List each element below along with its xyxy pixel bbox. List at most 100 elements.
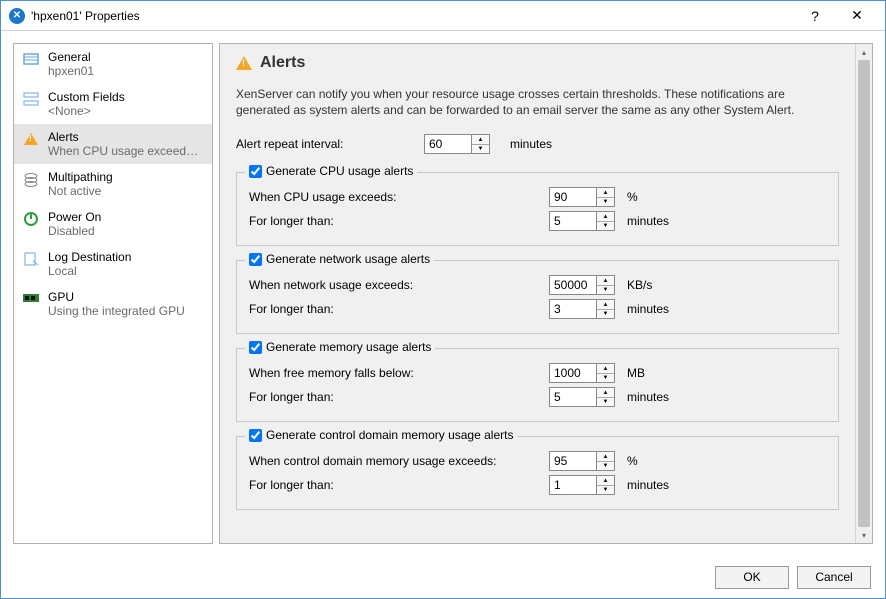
spinner-up[interactable]: ▲ [597,364,614,374]
content-header: Alerts [236,54,839,72]
scroll-down-arrow[interactable]: ▾ [856,527,872,543]
repeat-interval-row: Alert repeat interval: ▲ ▼ minutes [236,134,839,154]
alert-field-input[interactable] [550,300,596,318]
alert-field-row: When free memory falls below:▲▼MB [249,363,826,383]
alert-group-legend: Generate network usage alerts [245,252,434,266]
spinner-down[interactable]: ▼ [597,286,614,295]
alert-group-checkbox[interactable] [249,253,262,266]
spinner-down[interactable]: ▼ [597,374,614,383]
alert-field-unit: minutes [627,478,669,492]
alert-group-checkbox[interactable] [249,341,262,354]
alert-field-unit: minutes [627,302,669,316]
spinner-down[interactable]: ▼ [597,310,614,319]
spinner-down[interactable]: ▼ [597,222,614,231]
close-button[interactable]: ✕ [837,2,877,30]
alert-field-input[interactable] [550,476,596,494]
repeat-interval-spinner[interactable]: ▲ ▼ [424,134,490,154]
alert-field-input[interactable] [550,388,596,406]
sidebar-item-label: Multipathing [48,170,113,184]
cancel-button[interactable]: Cancel [797,566,871,589]
alert-field-row: For longer than:▲▼minutes [249,211,826,231]
alert-field-unit: KB/s [627,278,652,292]
alert-field-spinner[interactable]: ▲▼ [549,451,615,471]
sidebar-item-multipathing[interactable]: Multipathing Not active [14,164,212,204]
alerts-header-icon [236,56,252,70]
alert-field-input[interactable] [550,452,596,470]
scroll-thumb[interactable] [858,60,870,527]
alert-field-label: For longer than: [249,390,549,404]
alert-group-legend: Generate control domain memory usage ale… [245,428,517,442]
sidebar-item-gpu[interactable]: GPU Using the integrated GPU [14,284,212,324]
spinner-up[interactable]: ▲ [597,452,614,462]
log-icon [22,250,40,268]
alert-field-spinner[interactable]: ▲▼ [549,363,615,383]
alert-group-checkbox[interactable] [249,165,262,178]
spinner-up[interactable]: ▲ [597,276,614,286]
alert-field-row: When network usage exceeds:▲▼KB/s [249,275,826,295]
sidebar-item-label: Power On [48,210,101,224]
alert-field-unit: minutes [627,214,669,228]
content-scrollbar[interactable]: ▴ ▾ [855,44,872,543]
repeat-interval-input[interactable] [425,135,471,153]
properties-window: ✕ 'hpxen01' Properties ? ✕ General hpxen… [0,0,886,599]
sidebar-item-label: Log Destination [48,250,131,264]
multipathing-icon [22,170,40,188]
help-button[interactable]: ? [795,2,835,30]
sidebar-item-sub: Not active [48,184,113,198]
alert-field-spinner[interactable]: ▲▼ [549,387,615,407]
power-icon [22,210,40,228]
alert-group-checkbox[interactable] [249,429,262,442]
alert-field-spinner[interactable]: ▲▼ [549,211,615,231]
sidebar-item-power-on[interactable]: Power On Disabled [14,204,212,244]
alert-field-input[interactable] [550,188,596,206]
alert-field-spinner[interactable]: ▲▼ [549,275,615,295]
sidebar-item-label: General [48,50,94,64]
spinner-up[interactable]: ▲ [597,188,614,198]
alert-field-spinner[interactable]: ▲▼ [549,299,615,319]
alert-field-unit: % [627,190,638,204]
spinner-down[interactable]: ▼ [597,486,614,495]
repeat-interval-label: Alert repeat interval: [236,137,416,151]
spinner-up[interactable]: ▲ [597,476,614,486]
ok-button[interactable]: OK [715,566,789,589]
alert-field-input[interactable] [550,276,596,294]
alert-field-spinner[interactable]: ▲▼ [549,187,615,207]
spinner-up[interactable]: ▲ [597,212,614,222]
sidebar-item-sub: hpxen01 [48,64,94,78]
sidebar-item-sub: Using the integrated GPU [48,304,185,318]
alert-group: Generate network usage alertsWhen networ… [236,260,839,334]
spinner-down[interactable]: ▼ [597,462,614,471]
sidebar-item-custom-fields[interactable]: Custom Fields <None> [14,84,212,124]
sidebar-item-label: Custom Fields [48,90,125,104]
content-title: Alerts [260,54,305,72]
spinner-up[interactable]: ▲ [597,388,614,398]
alert-field-row: For longer than:▲▼minutes [249,387,826,407]
spinner-up[interactable]: ▲ [597,300,614,310]
alert-field-label: When network usage exceeds: [249,278,549,292]
repeat-interval-unit: minutes [510,137,552,151]
alert-group-legend: Generate memory usage alerts [245,340,435,354]
body: General hpxen01 Custom Fields <None> [1,31,885,556]
alert-field-spinner[interactable]: ▲▼ [549,475,615,495]
spinner-down[interactable]: ▼ [597,198,614,207]
spinner-down[interactable]: ▼ [597,398,614,407]
alert-group: Generate memory usage alertsWhen free me… [236,348,839,422]
sidebar-item-sub: <None> [48,104,125,118]
spinner-up[interactable]: ▲ [472,135,489,145]
spinner-down[interactable]: ▼ [472,145,489,154]
gpu-icon [22,290,40,308]
titlebar: ✕ 'hpxen01' Properties ? ✕ [1,1,885,31]
sidebar-item-general[interactable]: General hpxen01 [14,44,212,84]
alert-field-unit: % [627,454,638,468]
scroll-up-arrow[interactable]: ▴ [856,44,872,60]
alert-field-label: For longer than: [249,302,549,316]
alert-field-input[interactable] [550,212,596,230]
alert-field-row: When control domain memory usage exceeds… [249,451,826,471]
alert-field-input[interactable] [550,364,596,382]
sidebar-item-sub: Local [48,264,131,278]
sidebar-item-alerts[interactable]: Alerts When CPU usage exceeds ... [14,124,212,164]
alert-group: Generate CPU usage alertsWhen CPU usage … [236,172,839,246]
alert-group-legend: Generate CPU usage alerts [245,164,417,178]
sidebar-item-log-destination[interactable]: Log Destination Local [14,244,212,284]
alert-field-label: When control domain memory usage exceeds… [249,454,549,468]
